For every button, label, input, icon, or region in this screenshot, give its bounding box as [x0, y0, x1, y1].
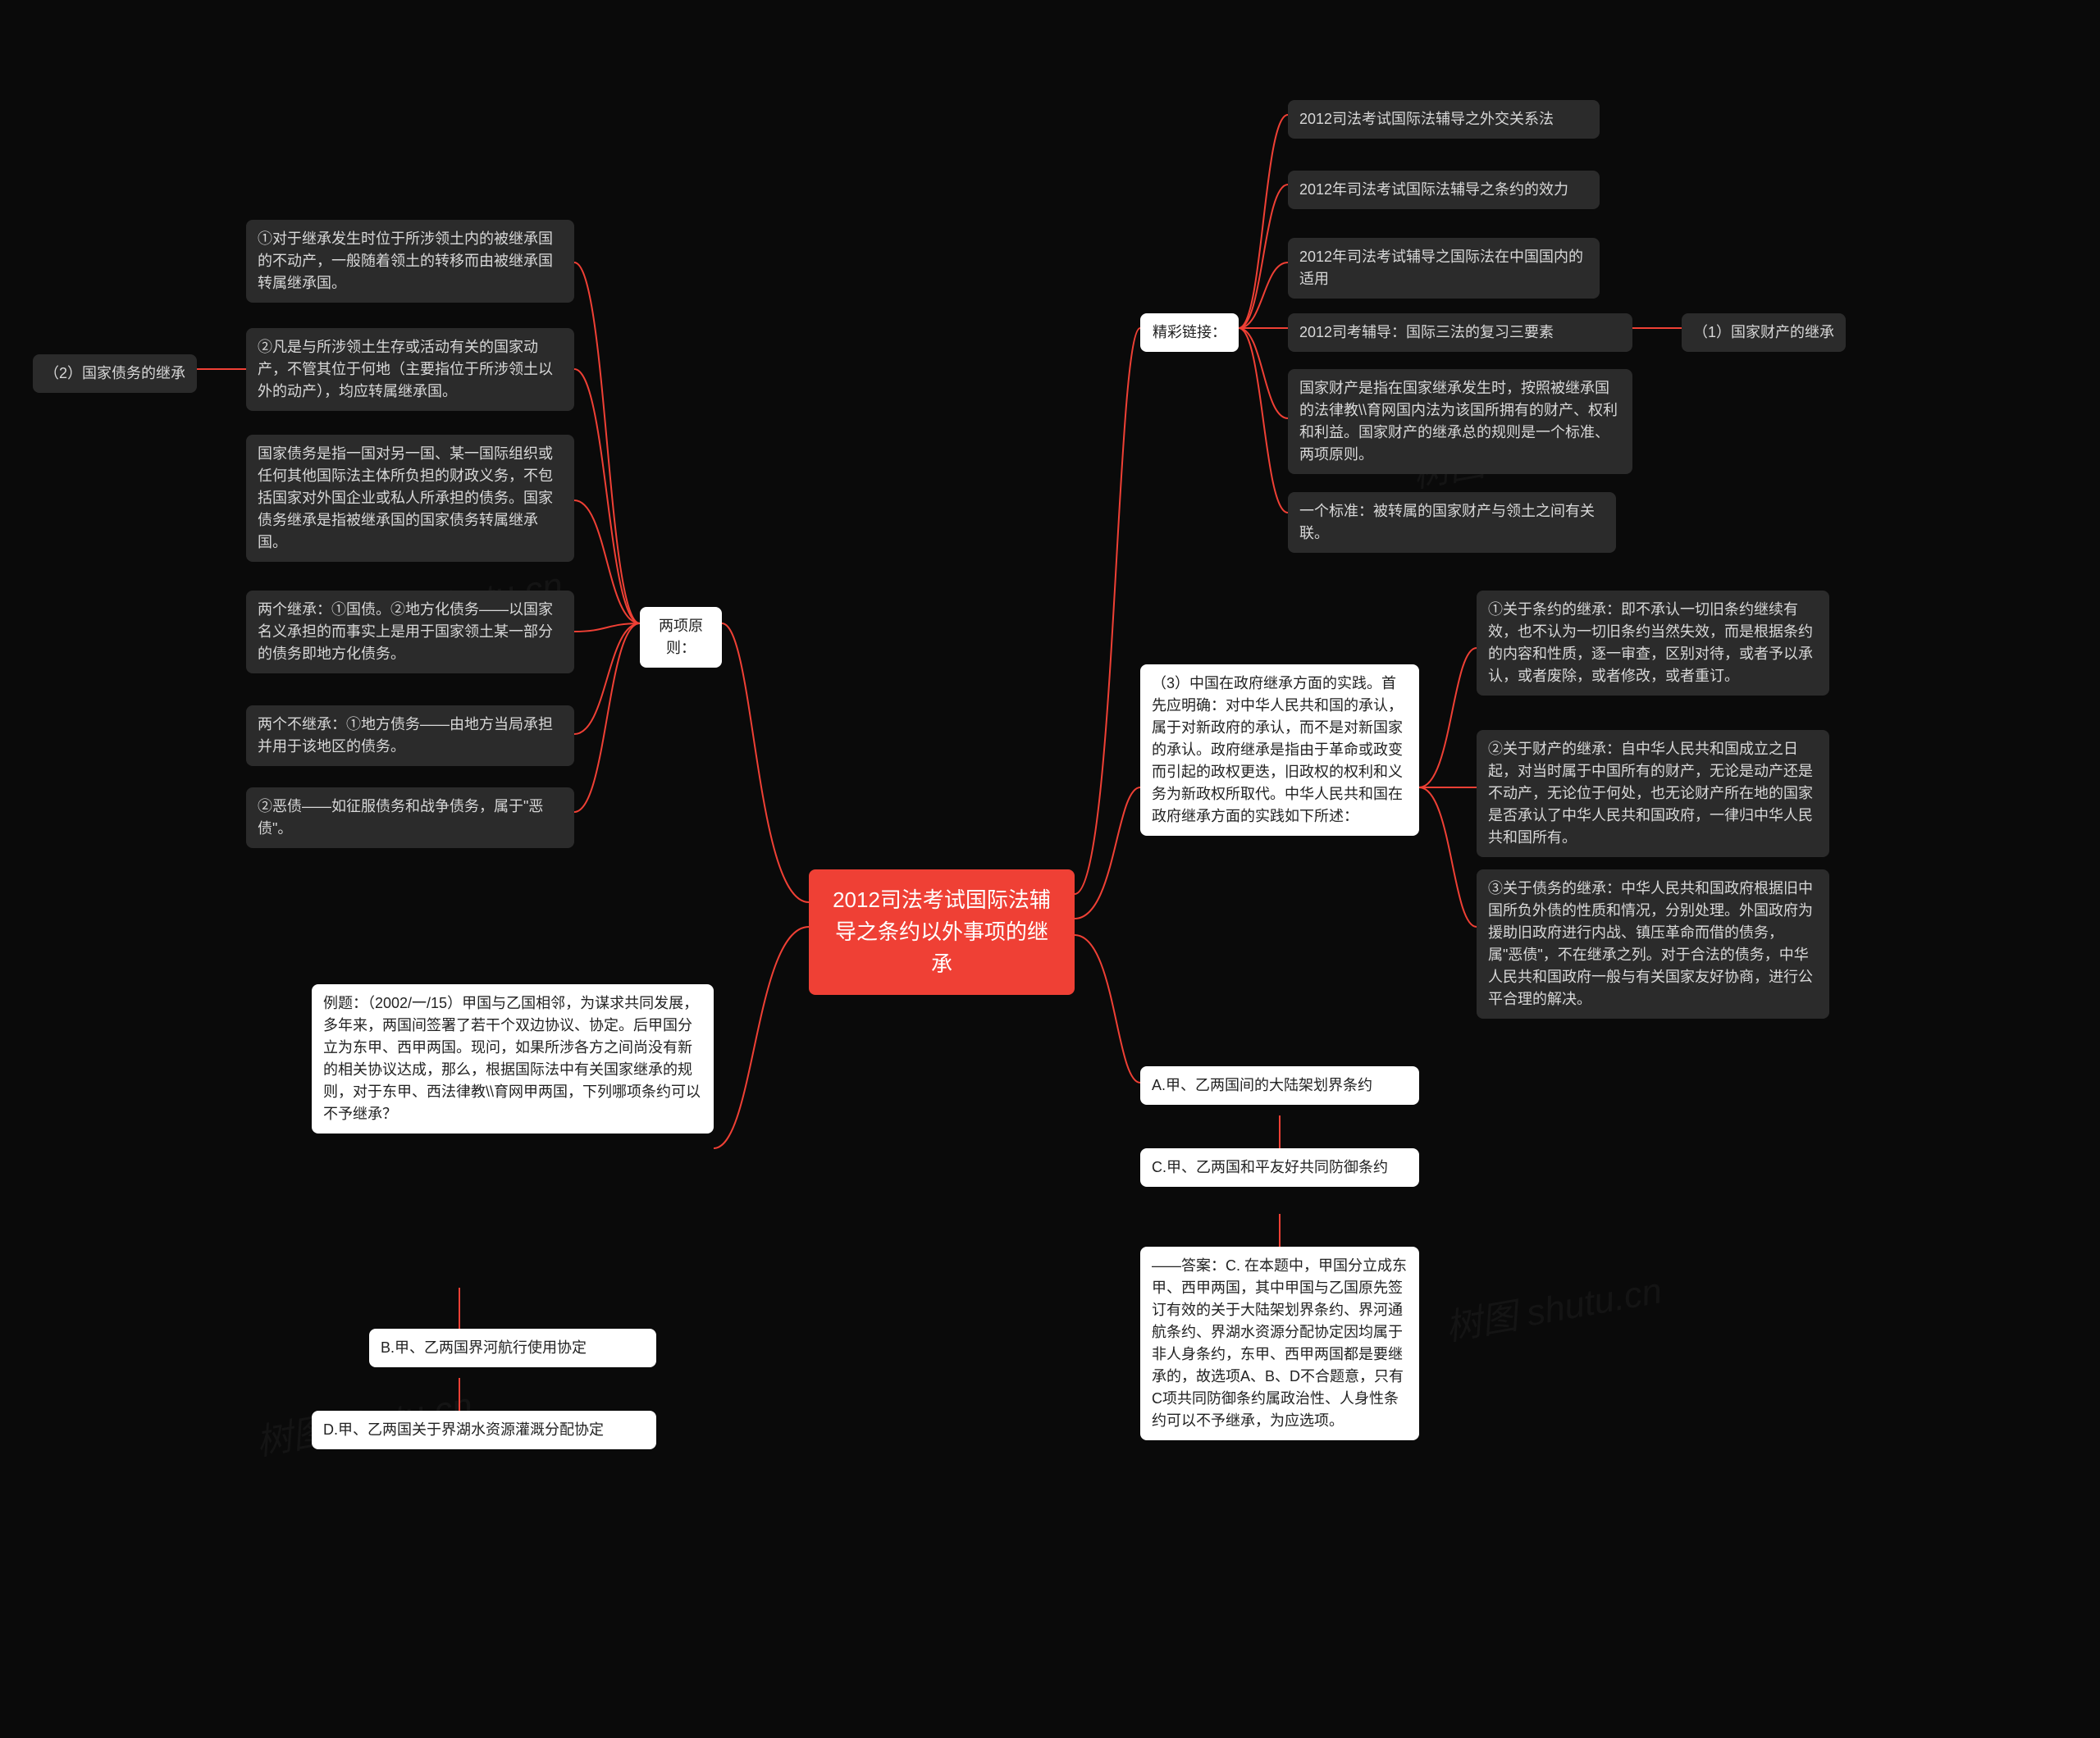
branch-example[interactable]: 例题：（2002/一/15）甲国与乙国相邻，为谋求共同发展，多年来，两国间签署了…	[312, 984, 714, 1134]
rules-item-5: 两个不继承：①地方债务——由地方当局承担并用于该地区的债务。	[246, 705, 574, 766]
practice-item-3: ③关于债务的继承：中华人民共和国政府根据旧中国所负外债的性质和情况，分别处理。外…	[1477, 869, 1829, 1019]
links-item-1: 2012司法考试国际法辅导之外交关系法	[1288, 100, 1600, 139]
rules-item-6: ②恶债——如征服债务和战争债务，属于"恶债"。	[246, 787, 574, 848]
example-opt-d: D.甲、乙两国关于界湖水资源灌溉分配协定	[312, 1411, 656, 1449]
branch-rules[interactable]: 两项原则：	[640, 607, 722, 668]
watermark: 树图 shutu.cn	[1440, 1261, 1665, 1350]
answer-c: C.甲、乙两国和平友好共同防御条约	[1140, 1148, 1419, 1187]
practice-item-2: ②关于财产的继承：自中华人民共和国成立之日起，对当时属于中国所有的财产，无论是动…	[1477, 730, 1829, 857]
links-item-2: 2012年司法考试国际法辅导之条约的效力	[1288, 171, 1600, 209]
example-opt-b: B.甲、乙两国界河航行使用协定	[369, 1329, 656, 1367]
rules-item-3: 国家债务是指一国对另一国、某一国际组织或任何其他国际法主体所负担的财政义务，不包…	[246, 435, 574, 562]
rules-item-1: ①对于继承发生时位于所涉领土内的被继承国的不动产，一般随着领土的转移而由被继承国…	[246, 220, 574, 303]
links-item-5: 国家财产是指在国家继承发生时，按照被继承国的法律教\\育网国内法为该国所拥有的财…	[1288, 369, 1632, 474]
answer-a: A.甲、乙两国间的大陆架划界条约	[1140, 1066, 1419, 1105]
branch-practice[interactable]: （3）中国在政府继承方面的实践。首先应明确：对中华人民共和国的承认，属于对新政府…	[1140, 664, 1419, 836]
links-item-4: 2012司考辅导：国际三法的复习三要素	[1288, 313, 1632, 352]
branch-links[interactable]: 精彩链接：	[1140, 313, 1239, 352]
rules-item-4: 两个继承：①国债。②地方化债务——以国家名义承担的而事实上是用于国家领土某一部分…	[246, 591, 574, 673]
links-item-6: 一个标准：被转属的国家财产与领土之间有关联。	[1288, 492, 1616, 553]
root-node[interactable]: 2012司法考试国际法辅导之条约以外事项的继承	[809, 869, 1075, 995]
rules-side-label: （2）国家债务的继承	[33, 354, 197, 393]
rules-item-2: ②凡是与所涉领土生存或活动有关的国家动产，不管其位于何地（主要指位于所涉领土以外…	[246, 328, 574, 411]
practice-item-1: ①关于条约的继承：即不承认一切旧条约继续有效，也不认为一切旧条约当然失效，而是根…	[1477, 591, 1829, 696]
links-item-3: 2012年司法考试辅导之国际法在中国国内的适用	[1288, 238, 1600, 299]
answer-explain: ——答案：C. 在本题中，甲国分立成东甲、西甲两国，其中甲国与乙国原先签订有效的…	[1140, 1247, 1419, 1440]
links-side-label: （1）国家财产的继承	[1682, 313, 1846, 352]
